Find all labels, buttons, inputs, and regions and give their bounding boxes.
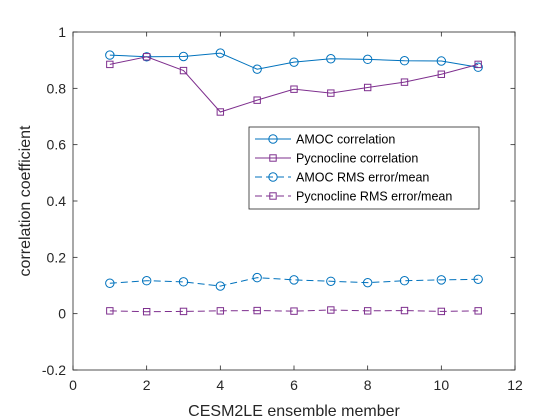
data-point	[289, 275, 299, 285]
data-point	[326, 276, 336, 286]
data-point	[142, 307, 151, 316]
series-3	[105, 272, 483, 291]
x-tick-label: 10	[434, 377, 450, 393]
data-point	[178, 277, 189, 287]
legend-label: Pycnocline RMS error/mean	[296, 190, 452, 204]
data-point	[179, 66, 188, 75]
data-point	[473, 274, 483, 285]
legend-marker	[269, 192, 277, 200]
data-point	[105, 50, 115, 60]
series-line	[109, 277, 479, 287]
y-tick-label: 0.2	[47, 249, 67, 265]
y-tick-label: -0.2	[42, 362, 66, 378]
data-point	[436, 275, 447, 285]
data-point	[327, 306, 335, 314]
x-tick-label: 8	[364, 377, 372, 393]
data-point	[473, 62, 483, 72]
data-point	[474, 60, 482, 69]
legend-label: Pycnocline correlation	[296, 152, 418, 166]
data-point	[437, 307, 446, 316]
data-point	[400, 78, 409, 86]
legend-item: Pycnocline correlation	[255, 152, 418, 166]
y-axis-label: correlation coefficient	[17, 125, 34, 276]
data-point	[253, 96, 261, 104]
data-point	[141, 276, 152, 286]
data-point	[142, 53, 151, 61]
x-tick-label: 12	[507, 377, 523, 393]
axis-ticks	[72, 31, 516, 371]
legend-marker	[269, 154, 277, 162]
plot-frame	[72, 31, 516, 371]
legend-item: Pycnocline RMS error/mean	[255, 190, 452, 204]
data-point	[106, 60, 114, 69]
data-point	[289, 57, 299, 67]
series-line	[109, 309, 479, 313]
data-point	[252, 64, 262, 74]
legend: AMOC correlation Pycnocline correlation AM…	[248, 126, 480, 210]
data-point	[216, 307, 225, 315]
y-tick-label: 1	[58, 24, 66, 40]
y-tick-label: 0.8	[47, 80, 67, 96]
data-point	[252, 272, 262, 283]
data-point	[326, 54, 336, 64]
series-layer	[105, 48, 483, 316]
series-1	[105, 48, 483, 74]
legend-box	[248, 126, 480, 210]
data-point	[216, 108, 225, 116]
series-line	[109, 56, 479, 113]
data-point	[253, 306, 261, 315]
data-point	[215, 281, 226, 291]
data-point	[106, 307, 114, 315]
data-point	[363, 83, 372, 92]
data-point	[474, 307, 482, 315]
series-line	[109, 52, 479, 70]
data-point	[362, 54, 373, 65]
data-point	[179, 307, 188, 316]
data-point	[290, 307, 298, 315]
data-point	[178, 51, 189, 62]
legend-marker	[268, 134, 278, 144]
x-tick-label: 6	[290, 377, 298, 393]
legend-item: AMOC correlation	[255, 133, 395, 147]
data-point	[141, 52, 152, 62]
data-point	[399, 276, 410, 286]
data-point	[362, 277, 373, 288]
data-point	[363, 307, 372, 315]
data-point	[105, 278, 115, 288]
y-tick-label: 0.6	[47, 137, 67, 153]
data-point	[290, 85, 298, 93]
series-4	[106, 306, 482, 316]
x-tick-label: 2	[143, 377, 151, 393]
data-point	[327, 89, 335, 97]
axis-tick-labels: 0 2 4 6 8 10 12-0.200.20.40.60.81	[42, 24, 523, 393]
legend-item: AMOC RMS error/mean	[255, 171, 429, 185]
data-point	[400, 306, 409, 315]
data-point	[215, 48, 226, 58]
data-point	[437, 70, 446, 78]
x-tick-label: 4	[216, 377, 224, 393]
legend-label: AMOC RMS error/mean	[296, 171, 429, 185]
data-point	[399, 56, 410, 66]
legend-marker	[268, 172, 278, 182]
y-tick-label: 0.4	[47, 193, 67, 209]
legend-label: AMOC correlation	[296, 133, 395, 147]
data-point	[436, 56, 447, 66]
x-axis-label: CESM2LE ensemble member	[188, 403, 400, 420]
series-2	[106, 53, 482, 116]
x-tick-label: 0	[69, 377, 77, 393]
y-tick-label: 0	[58, 306, 66, 322]
